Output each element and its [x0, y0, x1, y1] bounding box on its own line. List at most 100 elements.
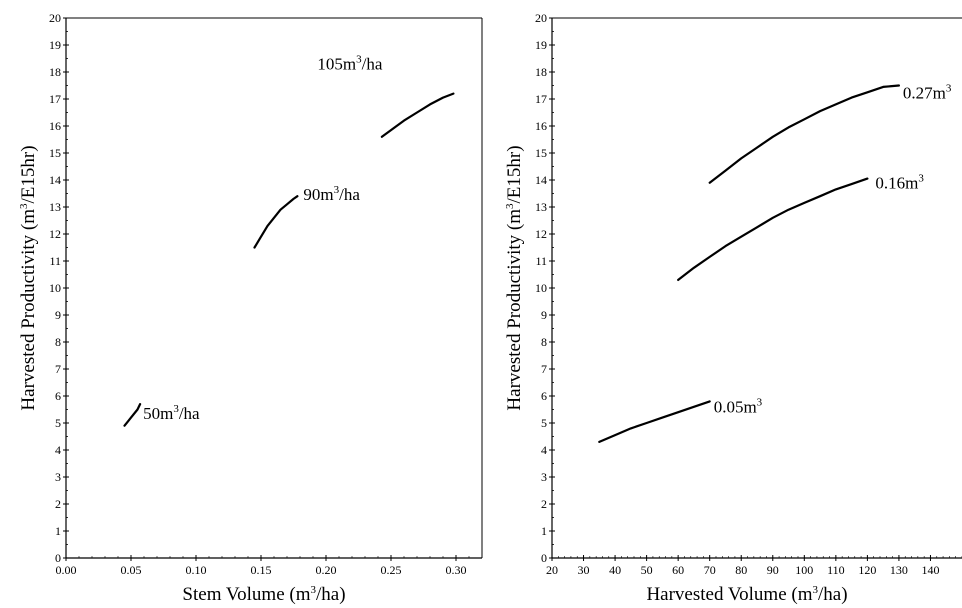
y-tick-label: 15 — [535, 146, 547, 160]
y-tick-label: 8 — [55, 335, 61, 349]
x-axis-title-main: Stem Volume (m — [182, 584, 310, 605]
x-axis-title-sup: 3 — [813, 584, 819, 596]
y-tick-label: 5 — [55, 416, 61, 430]
y-tick-label: 7 — [541, 362, 547, 376]
y-axis-title-tail: /E15hr) — [18, 145, 39, 203]
y-axis-title: Harvested Productivity (m3/E15hr) — [18, 145, 39, 410]
series-label-main: 90m — [303, 185, 333, 204]
x-tick-label: 0.25 — [381, 563, 402, 577]
series-label-tail: /ha — [362, 55, 383, 74]
series-label-main: 0.27m — [903, 84, 946, 103]
series-line-105m — [380, 92, 455, 138]
series-label: 50m3/ha — [143, 403, 200, 423]
y-tick-label: 13 — [535, 200, 547, 214]
y-axis-title-sup: 3 — [504, 203, 516, 209]
x-tick-label: 50 — [641, 563, 653, 577]
series-label-sup: 3 — [918, 173, 924, 185]
y-tick-label: 0 — [55, 551, 61, 565]
y-tick-label: 10 — [535, 281, 547, 295]
series-label-sup: 3 — [173, 403, 179, 415]
y-tick-label: 0 — [541, 551, 547, 565]
y-tick-label: 12 — [49, 227, 61, 241]
series-label-sup: 3 — [946, 83, 952, 95]
y-tick-label: 11 — [535, 254, 547, 268]
y-tick-label: 8 — [541, 335, 547, 349]
x-tick-label: 130 — [890, 563, 908, 577]
x-tick-label: 140 — [921, 563, 939, 577]
x-tick-label: 110 — [827, 563, 845, 577]
x-tick-label: 60 — [672, 563, 684, 577]
y-tick-label: 14 — [49, 173, 61, 187]
series-label: 105m3/ha — [317, 54, 382, 74]
y-tick-label: 6 — [55, 389, 61, 403]
y-tick-label: 16 — [49, 119, 61, 133]
x-tick-label: 30 — [578, 563, 590, 577]
y-tick-label: 4 — [541, 443, 547, 457]
y-tick-label: 3 — [541, 470, 547, 484]
series-line-90m — [253, 195, 299, 249]
y-tick-label: 11 — [49, 254, 61, 268]
x-axis-title: Harvested Volume (m3/ha) — [646, 584, 847, 605]
series-label-sup: 3 — [757, 396, 763, 408]
series-label-main: 0.05m — [714, 397, 757, 416]
y-tick-label: 16 — [535, 119, 547, 133]
x-tick-label: 80 — [735, 563, 747, 577]
x-tick-label: 120 — [858, 563, 876, 577]
y-tick-label: 7 — [55, 362, 61, 376]
y-tick-label: 4 — [55, 443, 61, 457]
y-tick-label: 17 — [535, 92, 547, 106]
x-axis-title-tail: /ha) — [818, 584, 848, 605]
series-line-50m — [123, 403, 142, 427]
series-label: 0.27m3 — [903, 83, 952, 103]
y-tick-label: 15 — [49, 146, 61, 160]
y-tick-label: 13 — [49, 200, 61, 214]
x-tick-label: 0.30 — [446, 563, 467, 577]
y-tick-label: 1 — [541, 524, 547, 538]
x-tick-label: 0.15 — [251, 563, 272, 577]
y-axis-title-main: Harvested Productivity (m — [504, 209, 525, 411]
series-label-main: 0.16m — [875, 174, 918, 193]
x-tick-label: 20 — [546, 563, 558, 577]
x-tick-label: 0.00 — [56, 563, 77, 577]
y-tick-label: 1 — [55, 524, 61, 538]
x-tick-label: 0.05 — [121, 563, 142, 577]
y-axis-title-tail: /E15hr) — [504, 145, 525, 203]
x-axis-title-sup: 3 — [311, 584, 317, 596]
x-axis-title-main: Harvested Volume (m — [646, 584, 812, 605]
x-tick-label: 70 — [704, 563, 716, 577]
y-tick-label: 9 — [55, 308, 61, 322]
y-tick-label: 2 — [541, 497, 547, 511]
x-tick-label: 40 — [609, 563, 621, 577]
y-tick-label: 19 — [535, 38, 547, 52]
series-line-027m — [708, 84, 901, 184]
x-tick-label: 0.10 — [186, 563, 207, 577]
y-tick-label: 18 — [535, 65, 547, 79]
y-tick-label: 19 — [49, 38, 61, 52]
y-tick-label: 14 — [535, 173, 547, 187]
y-axis-title-main: Harvested Productivity (m — [18, 209, 39, 411]
y-tick-label: 2 — [55, 497, 61, 511]
y-tick-label: 20 — [535, 11, 547, 25]
series-label: 0.05m3 — [714, 396, 763, 416]
x-axis-title: Stem Volume (m3/ha) — [182, 584, 345, 605]
y-axis-title-sup: 3 — [18, 203, 30, 209]
y-tick-label: 20 — [49, 11, 61, 25]
series-label-tail: /ha — [339, 185, 360, 204]
series-label-sup: 3 — [356, 54, 362, 66]
y-tick-label: 5 — [541, 416, 547, 430]
y-axis-title: Harvested Productivity (m3/E15hr) — [504, 145, 525, 410]
series-label-main: 105m — [317, 55, 356, 74]
x-axis-title-tail: /ha) — [316, 584, 346, 605]
x-tick-label: 90 — [767, 563, 779, 577]
x-tick-label: 0.20 — [316, 563, 337, 577]
series-label-sup: 3 — [334, 184, 340, 196]
y-tick-label: 6 — [541, 389, 547, 403]
y-tick-label: 12 — [535, 227, 547, 241]
series-line-005m — [598, 400, 711, 443]
series-label-main: 50m — [143, 404, 173, 423]
y-tick-label: 9 — [541, 308, 547, 322]
series-label-tail: /ha — [179, 404, 200, 423]
